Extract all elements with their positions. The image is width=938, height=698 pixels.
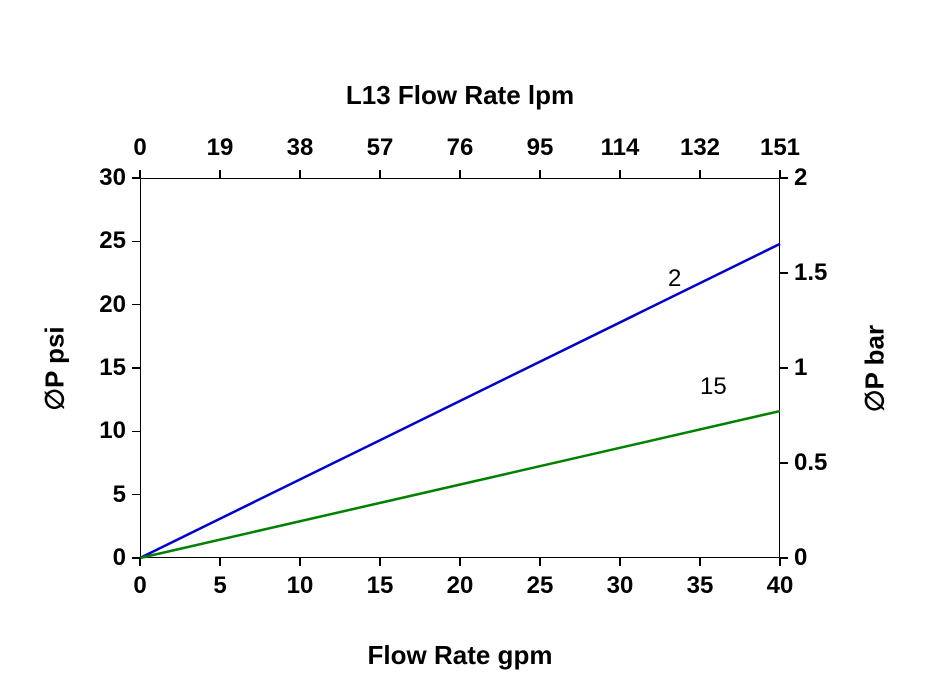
tick-label: 1 (794, 354, 874, 382)
tick-label: 40 (740, 572, 820, 600)
tick-label: 151 (740, 134, 820, 162)
tick (379, 170, 381, 178)
tick-label: 10 (46, 417, 126, 445)
plot-area (140, 178, 780, 558)
tick (379, 558, 381, 566)
tick-label: 5 (46, 481, 126, 509)
tick-label: 25 (500, 572, 580, 600)
tick (780, 462, 788, 464)
tick-label: 0 (100, 572, 180, 600)
tick (219, 558, 221, 566)
tick-label: 30 (46, 164, 126, 192)
tick-label: 0.5 (794, 449, 874, 477)
tick (132, 367, 140, 369)
tick (132, 241, 140, 243)
tick-label: 76 (420, 134, 500, 162)
tick-label: 0 (46, 544, 126, 572)
tick (299, 558, 301, 566)
tick-label: 15 (340, 572, 420, 600)
tick (779, 558, 781, 566)
tick (139, 558, 141, 566)
tick-label: 132 (660, 134, 740, 162)
top-axis-title: L13 Flow Rate lpm (260, 80, 660, 111)
tick (299, 170, 301, 178)
tick (539, 558, 541, 566)
chart-container: L13 Flow Rate lpm Flow Rate gpm ∅P psi ∅… (0, 0, 938, 698)
tick (132, 431, 140, 433)
tick (619, 558, 621, 566)
tick-label: 1.5 (794, 259, 874, 287)
tick (699, 170, 701, 178)
tick-label: 25 (46, 227, 126, 255)
tick-label: 20 (420, 572, 500, 600)
tick (219, 170, 221, 178)
tick (132, 494, 140, 496)
tick-label: 0 (794, 544, 874, 572)
tick (780, 557, 788, 559)
tick-label: 20 (46, 291, 126, 319)
tick (780, 367, 788, 369)
tick-label: 19 (180, 134, 260, 162)
series-label: 15 (700, 373, 727, 401)
tick-label: 95 (500, 134, 580, 162)
tick-label: 5 (180, 572, 260, 600)
tick (780, 177, 788, 179)
tick (539, 170, 541, 178)
tick (619, 170, 621, 178)
tick-label: 38 (260, 134, 340, 162)
tick-label: 30 (580, 572, 660, 600)
tick-label: 0 (100, 134, 180, 162)
tick-label: 2 (794, 164, 874, 192)
tick (699, 558, 701, 566)
tick-label: 57 (340, 134, 420, 162)
tick-label: 114 (580, 134, 660, 162)
tick (132, 557, 140, 559)
tick-label: 35 (660, 572, 740, 600)
tick-label: 15 (46, 354, 126, 382)
tick (780, 272, 788, 274)
tick (459, 170, 461, 178)
tick-label: 10 (260, 572, 340, 600)
tick (132, 177, 140, 179)
bottom-axis-title: Flow Rate gpm (260, 640, 660, 671)
tick (132, 304, 140, 306)
tick (459, 558, 461, 566)
series-label: 2 (668, 265, 681, 293)
